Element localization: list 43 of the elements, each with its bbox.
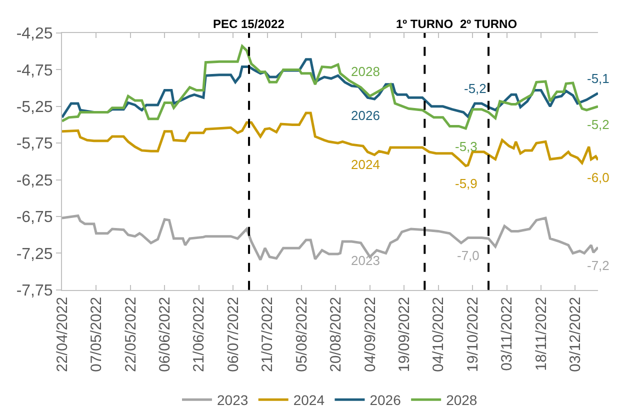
annotation: -5,3	[455, 139, 478, 154]
annotation: -6,0	[587, 170, 610, 185]
y-tick-label: -6,25	[16, 172, 53, 190]
legend-label: 2024	[293, 392, 325, 408]
x-tick-label: 06/06/2022	[156, 296, 174, 372]
legend-label: 2026	[370, 392, 402, 408]
text: 2024	[351, 157, 380, 172]
legend-label: 2023	[217, 392, 248, 408]
x-tick-label: 04/09/2022	[362, 296, 379, 372]
annotation: -5,1	[587, 71, 610, 86]
text: 2028	[351, 64, 380, 79]
annotation: -5,2	[464, 81, 486, 96]
ref-line-label: 2º TURNO	[460, 17, 518, 31]
ref-line-label: 1º TURNO	[396, 17, 454, 31]
y-tick-label: -4,25	[16, 26, 53, 43]
x-tick-label: 05/08/2022	[293, 296, 310, 372]
y-tick-label: -5,25	[16, 99, 53, 116]
x-tick-label: 21/06/2022	[190, 296, 208, 372]
x-tick-label: 19/09/2022	[396, 296, 414, 372]
text: 2023	[351, 253, 380, 268]
x-tick-label: 22/05/2022	[122, 296, 140, 372]
annotation: -5,9	[455, 176, 478, 191]
x-tick-label: 03/12/2022	[567, 296, 584, 372]
legend-label: 2028	[446, 392, 478, 408]
text: 2026	[351, 108, 380, 123]
x-tick-label: 20/08/2022	[328, 296, 345, 372]
y-tick-label: -6,75	[16, 209, 53, 226]
y-tick-label: -7,75	[16, 282, 53, 300]
x-tick-label: 18/11/2022	[532, 296, 550, 371]
x-tick-label: 06/07/2022	[224, 296, 242, 372]
y-tick-label: -4,75	[16, 62, 53, 80]
x-tick-label: 07/05/2022	[88, 296, 106, 372]
x-tick-label: 22/04/2022	[54, 296, 71, 372]
x-tick-label: 04/10/2022	[430, 296, 448, 372]
y-tick-label: -5,75	[16, 136, 53, 153]
annotation: -5,2	[587, 117, 610, 132]
y-tick-label: -7,25	[16, 246, 53, 263]
x-tick-label: 19/10/2022	[464, 296, 482, 372]
x-tick-label: 03/11/2022	[498, 296, 516, 371]
x-tick-label: 21/07/2022	[259, 296, 276, 372]
ref-line-label: PEC 15/2022	[213, 17, 285, 31]
annotation: -7,0	[457, 248, 480, 263]
annotation: -7,2	[587, 258, 610, 273]
